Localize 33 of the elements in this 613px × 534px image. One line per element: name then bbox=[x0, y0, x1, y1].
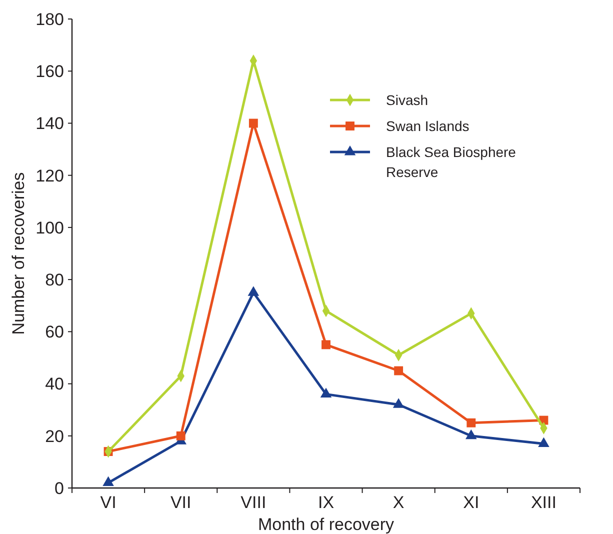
point bbox=[394, 366, 404, 376]
y-tick-label: 80 bbox=[45, 270, 64, 290]
point bbox=[466, 429, 477, 440]
y-tick-label: 140 bbox=[36, 114, 64, 134]
y-tick-label: 100 bbox=[36, 218, 64, 238]
x-axis-title: Month of recovery bbox=[258, 515, 395, 534]
legend-label: Swan Islands bbox=[386, 118, 470, 134]
x-tick-label: X bbox=[392, 493, 404, 512]
y-tick-label: 60 bbox=[45, 322, 64, 342]
legend-label: Black Sea Biosphere Reserve bbox=[386, 144, 516, 180]
x-tick-label: VI bbox=[100, 493, 116, 512]
point bbox=[102, 476, 114, 486]
point bbox=[248, 286, 260, 296]
point bbox=[248, 118, 258, 128]
y-tick-label: 20 bbox=[45, 426, 64, 446]
x-tick-label: VII bbox=[170, 493, 192, 512]
y-tick-label: 180 bbox=[36, 10, 64, 29]
y-axis-title: Number of recoveries bbox=[9, 172, 28, 335]
point bbox=[176, 431, 186, 440]
y-tick-label: 0 bbox=[54, 478, 64, 498]
x-tick-label: VIII bbox=[240, 493, 266, 512]
y-tick-label: 160 bbox=[36, 62, 64, 82]
x-tick-label: XI bbox=[463, 493, 480, 512]
point bbox=[392, 398, 404, 408]
point bbox=[538, 437, 550, 447]
point bbox=[322, 340, 330, 350]
y-tick-label: 40 bbox=[45, 374, 64, 394]
point bbox=[320, 388, 332, 398]
point bbox=[466, 418, 476, 428]
legend-label: Sivash bbox=[386, 92, 428, 108]
x-tick-label: IX bbox=[318, 493, 334, 512]
x-tick-label: XIII bbox=[530, 493, 556, 512]
y-tick-label: 120 bbox=[36, 166, 64, 186]
